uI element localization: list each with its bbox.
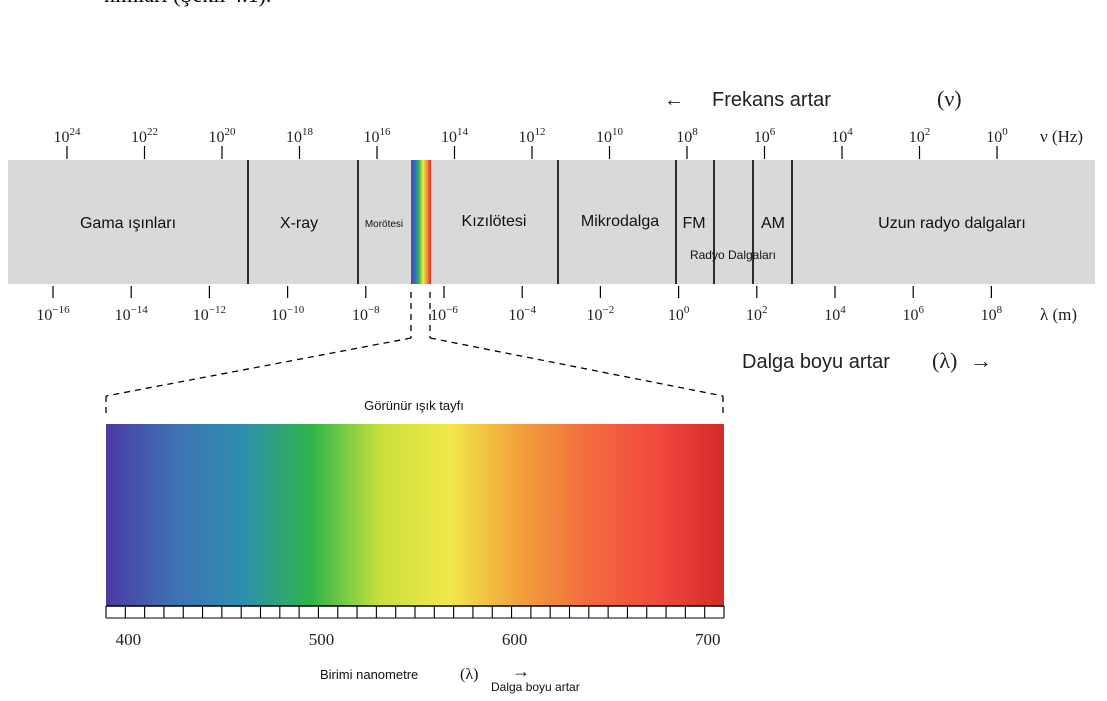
frequency-tick-label: 1012 [519, 126, 546, 146]
wavelength-label: Dalga boyu artar [742, 351, 890, 373]
direction-label: Dalga boyu artar [491, 680, 580, 694]
frequency-axis: 1024 1022 1020 1018 1016 1014 1012 1010 108 106 10… [54, 126, 1008, 159]
wavelength-tick-label: 10−16 [36, 304, 70, 324]
band-gamma-label: Gama ışınları [80, 215, 176, 232]
frequency-tick-label: 1014 [441, 126, 469, 146]
wavelength-unit: λ (m) [1040, 305, 1077, 324]
frequency-tick-label: 104 [831, 126, 853, 146]
visible-tick-label: 700 [695, 630, 721, 649]
caption-fragment: nımları (Şekil 4.1). [104, 0, 271, 8]
band-fm-label: FM [682, 215, 705, 232]
frequency-tick-label: 1020 [209, 126, 237, 146]
wavelength-tick-label: 10−2 [587, 304, 615, 324]
zoom-left-diagonal [105, 337, 412, 397]
wavelength-tick-label: 10−12 [193, 304, 226, 324]
wavelength-tick-label: 106 [902, 304, 924, 324]
wavelength-tick-label: 100 [668, 304, 690, 324]
wavelength-tick-label: 108 [981, 304, 1003, 324]
visible-tick-label: 600 [502, 630, 528, 649]
band-ir-label: Kızılötesi [462, 213, 527, 230]
frequency-unit: ν (Hz) [1040, 127, 1083, 146]
visible-scale: 400 500 600 700 [105, 605, 725, 649]
zoom-lines [105, 292, 724, 397]
frequency-tick-label: 1016 [364, 126, 392, 146]
zoom-right-diagonal [429, 337, 724, 397]
visible-title: Görünür ışık tayfı [364, 398, 464, 413]
wavelength-tick-label: 10−4 [508, 304, 536, 324]
band-microwave-label: Mikrodalga [581, 213, 659, 230]
frequency-arrow: ← [664, 89, 684, 111]
wavelength-symbol: (λ) [932, 348, 957, 373]
wavelength-tick-label: 10−6 [430, 304, 458, 324]
spectrum-band [8, 160, 1095, 284]
band-dividers [247, 160, 793, 284]
wavelength-tick-label: 10−8 [352, 304, 380, 324]
visible-tick-label: 400 [116, 630, 142, 649]
frequency-tick-label: 1022 [131, 126, 158, 146]
band-am-label: AM [761, 215, 785, 232]
visible-bracket [105, 396, 724, 414]
wavelength-tick-label: 104 [824, 304, 846, 324]
band-xray-label: X-ray [280, 215, 318, 232]
frequency-tick-label: 1024 [54, 126, 82, 146]
wavelength-arrow: → [970, 348, 992, 373]
visible-tick-label: 500 [309, 630, 335, 649]
visible-spectrum [106, 424, 724, 606]
frequency-tick-label: 102 [909, 126, 931, 146]
frequency-tick-label: 100 [986, 126, 1008, 146]
frequency-symbol: (ν) [937, 86, 962, 111]
wavelength-tick-label: 10−14 [115, 304, 149, 324]
frequency-tick-label: 106 [754, 126, 776, 146]
band-long-radio-label: Uzun radyo dalgaları [878, 215, 1026, 232]
frequency-tick-label: 108 [676, 126, 698, 146]
unit-label: Birimi nanometre [320, 667, 418, 682]
frequency-tick-label: 1010 [596, 126, 624, 146]
unit-symbol: (λ) [460, 666, 478, 683]
wavelength-tick-label: 10−10 [271, 304, 305, 324]
wavelength-axis: 10−16 10−14 10−12 10−10 10−8 10−6 10−4 10−2 100 1… [36, 286, 1003, 324]
band-uv-label: Morötesi [365, 219, 403, 230]
frequency-label: Frekans artar [712, 89, 831, 111]
wavelength-tick-label: 102 [746, 304, 768, 324]
band-radio-label: Radyo Dalgaları [690, 248, 776, 262]
direction-arrow: → [512, 661, 530, 681]
visible-stripe [411, 160, 431, 284]
frequency-tick-label: 1018 [286, 126, 314, 146]
